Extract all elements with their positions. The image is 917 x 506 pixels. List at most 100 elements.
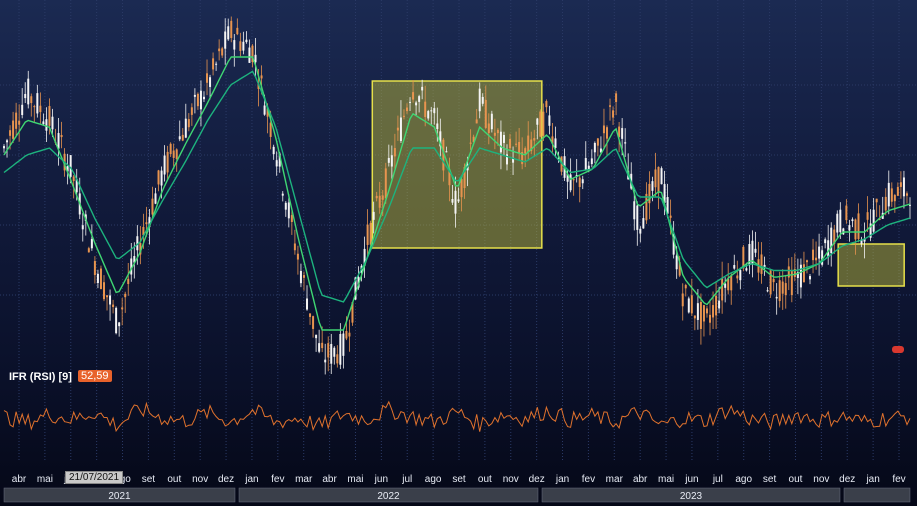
candle-body (433, 108, 436, 114)
rsi-line (3, 400, 911, 433)
candle-body (490, 113, 493, 130)
candle-body (484, 99, 487, 128)
candle-body (518, 141, 521, 154)
candle-body (57, 133, 60, 149)
candle-body (460, 179, 463, 198)
candle-body (469, 142, 472, 144)
candle-body (684, 285, 687, 289)
candle-body (372, 211, 375, 220)
candle-body (745, 268, 748, 271)
candle-body (909, 204, 911, 206)
candle-body (342, 333, 345, 356)
candle-body (181, 134, 184, 141)
candle-body (718, 300, 721, 309)
candle-body (199, 90, 202, 110)
candle-body (318, 343, 321, 352)
candle-body (272, 146, 275, 155)
candle-body (448, 169, 451, 186)
candle-body (212, 58, 215, 70)
candle-body (651, 181, 654, 191)
candle-body (696, 303, 699, 320)
x-tick-label: jun (684, 474, 698, 485)
candle-body (439, 131, 442, 147)
candle-body (502, 134, 505, 143)
x-tick-label: mai (658, 474, 674, 485)
candle-body (227, 26, 230, 40)
candle-body (6, 140, 9, 143)
candle-body (409, 101, 412, 103)
candle-body (33, 106, 36, 108)
candle-body (399, 117, 402, 141)
candle-body (721, 278, 724, 301)
candle-body (384, 168, 387, 199)
candle-body (763, 264, 766, 267)
candle-body (548, 115, 551, 126)
x-tick-label: jan (244, 474, 258, 485)
x-tick-label: out (478, 474, 492, 485)
candle-body (590, 158, 593, 165)
candle-body (345, 331, 348, 339)
candle-body (296, 253, 299, 260)
candle-body (787, 266, 790, 278)
candle-body (233, 40, 236, 50)
candle-body (805, 260, 808, 263)
candle-body (424, 101, 427, 117)
candle-body (578, 177, 581, 188)
candle-body (499, 131, 502, 153)
candle-body (136, 236, 139, 251)
candle-body (36, 93, 39, 114)
candle-body (184, 118, 187, 138)
candle-body (648, 183, 651, 204)
year-band-label: 2021 (108, 491, 131, 502)
x-tick-label: jul (712, 474, 723, 485)
candle-body (245, 39, 248, 43)
candle-body (815, 257, 818, 261)
candle-body (381, 195, 384, 200)
x-tick-label: mai (347, 474, 363, 485)
candle-body (330, 343, 333, 364)
candle-body (666, 196, 669, 214)
candle-body (475, 119, 478, 124)
x-tick-label: abr (322, 474, 337, 485)
candle-body (602, 125, 605, 134)
candle-body (530, 139, 533, 152)
candle-body (66, 165, 69, 172)
candle-body (715, 295, 718, 316)
candle-body (748, 244, 751, 266)
candle-body (402, 115, 405, 117)
candle-body (472, 136, 475, 143)
candle-body (545, 101, 548, 108)
candle-body (118, 322, 121, 327)
candle-body (193, 94, 196, 97)
candle-body (130, 258, 133, 275)
candle-body (287, 202, 290, 219)
candle-body (657, 166, 660, 193)
year-band (238, 487, 539, 503)
candle-body (445, 151, 448, 153)
candle-body (209, 77, 212, 87)
x-tick-label: jul (401, 474, 412, 485)
year-band (3, 487, 236, 503)
candle-body (436, 123, 439, 130)
candle-body (178, 136, 181, 140)
candle-body (618, 126, 621, 137)
candle-body (887, 182, 890, 207)
x-tick-label: fev (271, 474, 284, 485)
candle-body (115, 307, 118, 334)
candle-body (493, 132, 496, 136)
candle-body (827, 240, 830, 258)
candle-body (869, 223, 872, 238)
candle-body (393, 148, 396, 157)
candle-body (21, 104, 24, 115)
candle-body (621, 128, 624, 139)
candle-body (784, 283, 787, 296)
candle-body (596, 138, 599, 146)
candle-body (206, 73, 209, 83)
candle-body (351, 302, 354, 323)
candle-body (81, 225, 84, 230)
x-tick-label: out (167, 474, 181, 485)
candle-body (369, 222, 372, 245)
candle-body (875, 198, 878, 203)
candle-body (290, 215, 293, 222)
